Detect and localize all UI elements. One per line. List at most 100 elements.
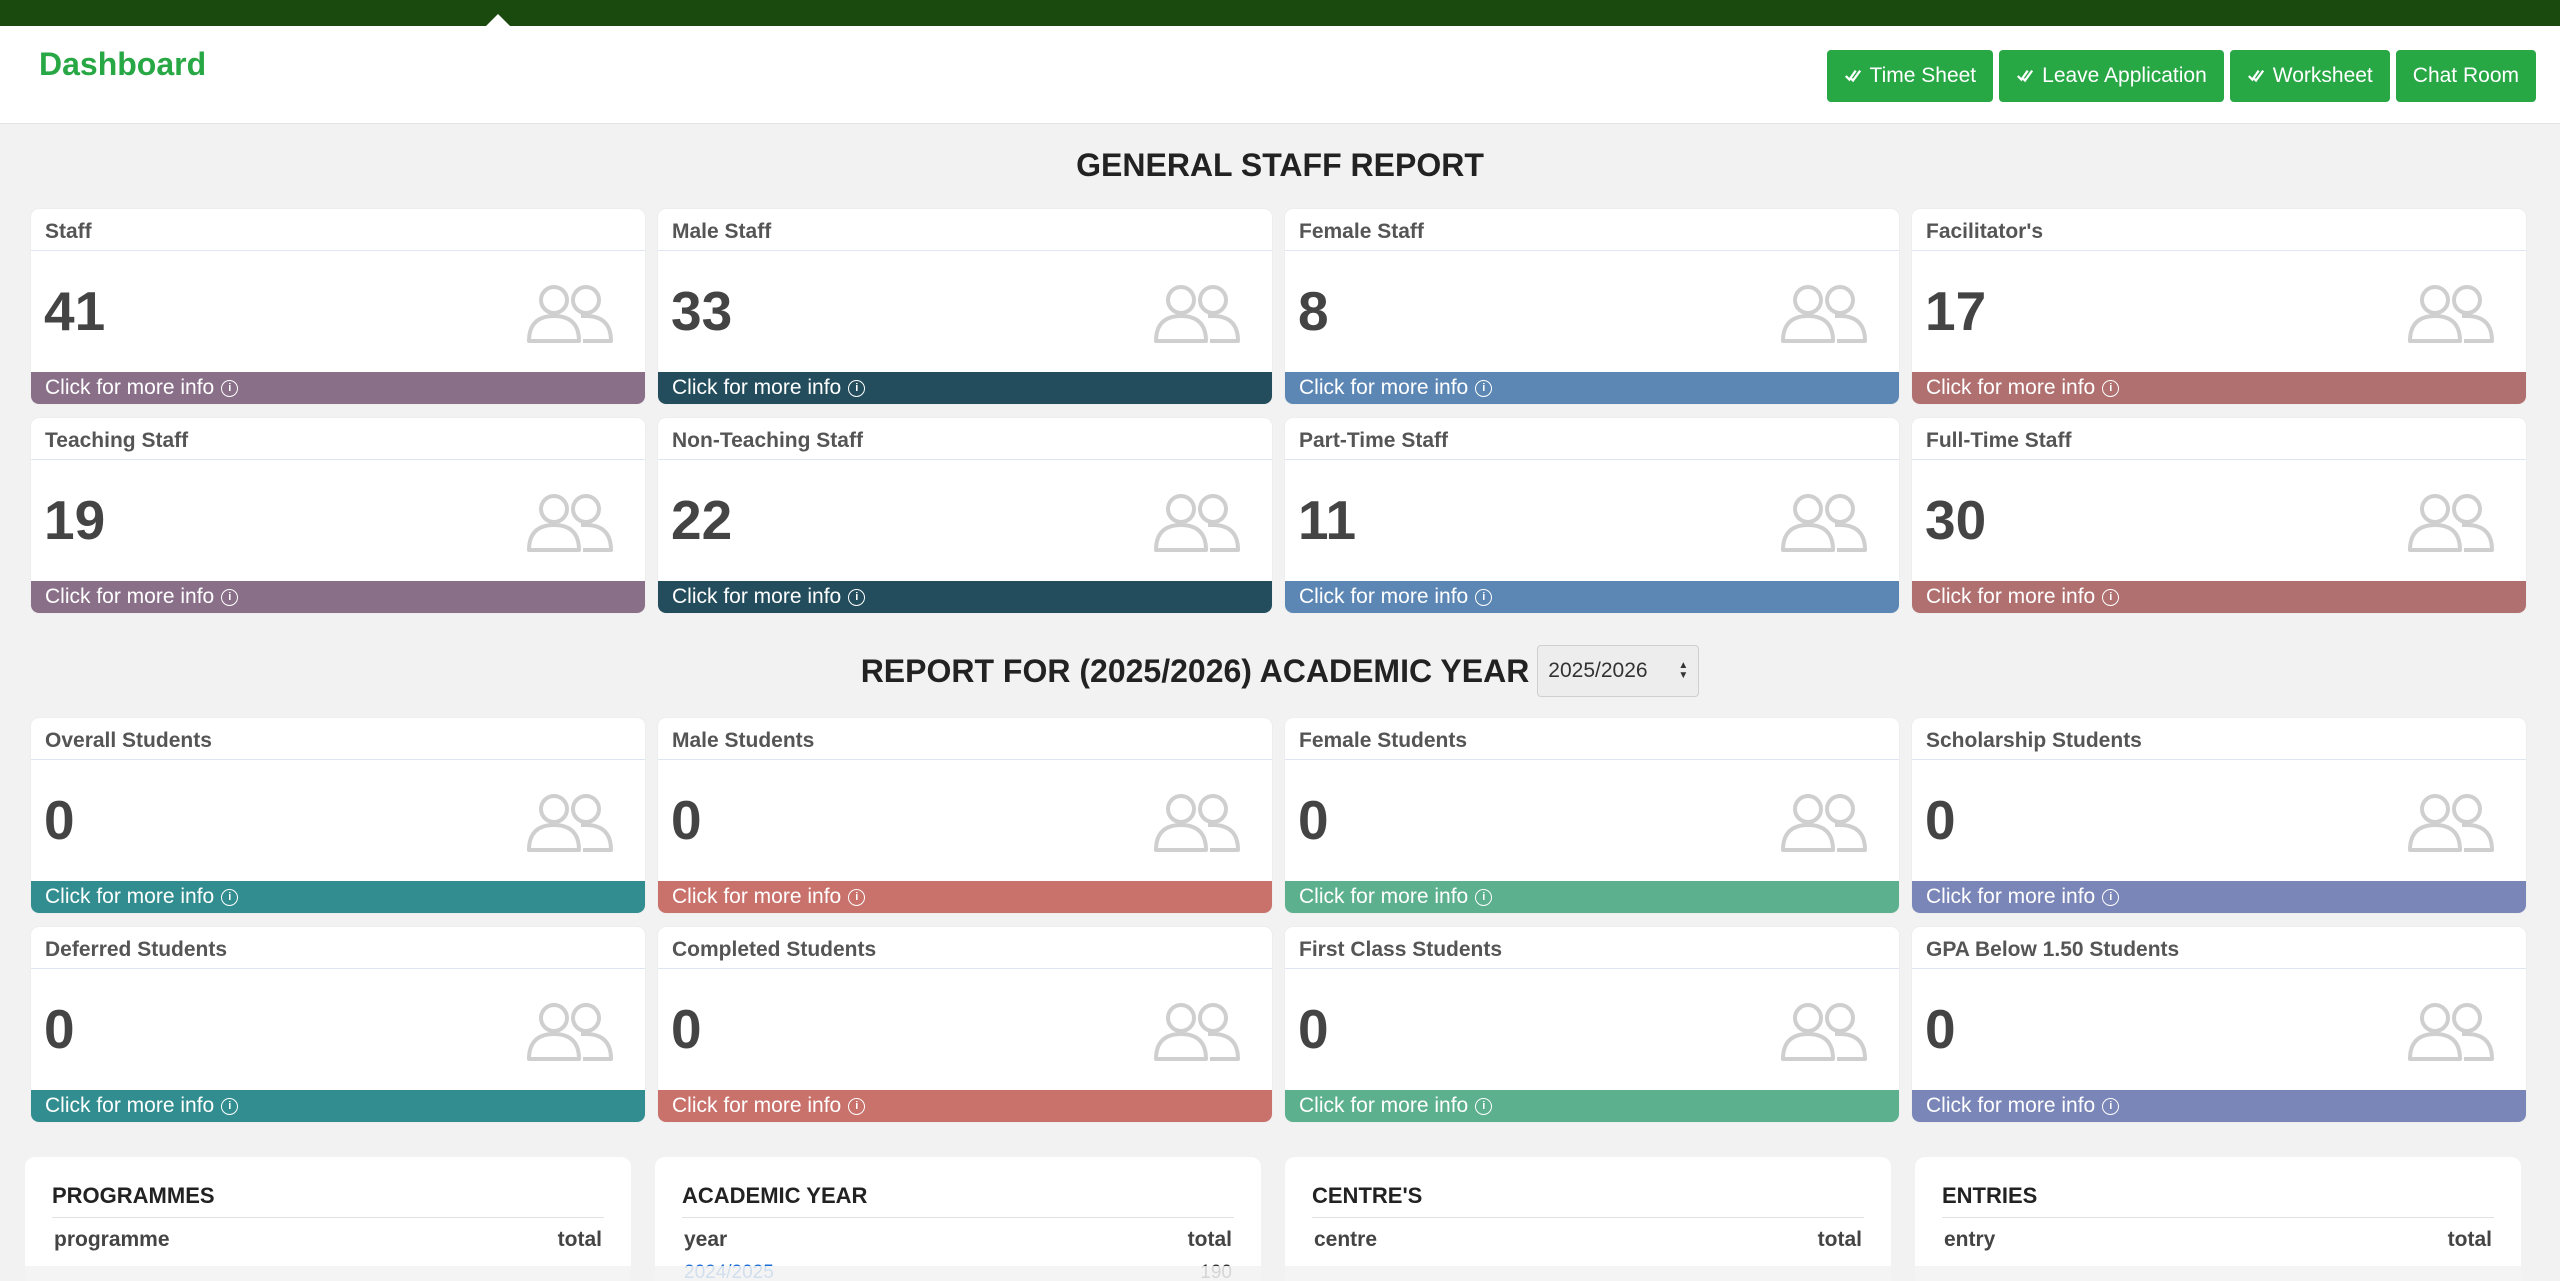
more-info-link[interactable]: Click for more info i <box>1912 1090 2526 1122</box>
card-divider <box>31 250 645 251</box>
more-info-link[interactable]: Click for more info i <box>658 881 1272 913</box>
student-cards: Overall Students 0 Click for more info i Mal… <box>31 718 2528 1122</box>
summary-table-card: ACADEMIC YEARyeartotal2024/2025190 <box>655 1157 1261 1281</box>
staff-card[interactable]: Male Staff 33 Click for more info i <box>658 209 1272 404</box>
more-info-link[interactable]: Click for more info i <box>1285 1090 1899 1122</box>
info-icon: i <box>1475 588 1493 606</box>
users-icon <box>1781 494 1867 552</box>
users-icon <box>1154 494 1240 552</box>
more-info-link[interactable]: Click for more info i <box>658 581 1272 613</box>
summary-tables: PROGRAMMES programme total ACADEMIC YEAR yea… <box>25 1157 2535 1281</box>
users-icon <box>1781 285 1867 343</box>
more-info-label: Click for more info <box>672 376 842 399</box>
student-card[interactable]: Overall Students 0 Click for more info i <box>31 718 645 913</box>
more-info-label: Click for more info <box>1299 885 1469 908</box>
info-icon: i <box>848 588 866 606</box>
more-info-link[interactable]: Click for more info i <box>31 581 645 613</box>
card-divider <box>1285 250 1899 251</box>
more-info-link[interactable]: Click for more info i <box>658 372 1272 404</box>
card-value: 0 <box>1925 998 1956 1060</box>
info-icon: i <box>1475 888 1493 906</box>
student-card[interactable]: Female Students 0 Click for more info i <box>1285 718 1899 913</box>
staff-card[interactable]: Facilitator's 17 Click for more info i <box>1912 209 2526 404</box>
users-icon <box>1154 1003 1240 1061</box>
more-info-link[interactable]: Click for more info i <box>31 881 645 913</box>
staff-card[interactable]: Female Staff 8 Click for more info i <box>1285 209 1899 404</box>
student-card[interactable]: Male Students 0 Click for more info i <box>658 718 1272 913</box>
student-section-title: REPORT FOR (2025/2026) ACADEMIC YEAR <box>860 652 1530 689</box>
more-info-link[interactable]: Click for more info i <box>1285 881 1899 913</box>
card-divider <box>1912 968 2526 969</box>
users-icon <box>527 285 613 343</box>
card-divider <box>31 459 645 460</box>
chat-room-button[interactable]: Chat Room <box>2395 50 2536 102</box>
more-info-link[interactable]: Click for more info i <box>1912 581 2526 613</box>
card-value: 30 <box>1925 489 1987 551</box>
staff-card[interactable]: Part-Time Staff 11 Click for more info i <box>1285 418 1899 613</box>
table-header: year total <box>682 1218 1234 1252</box>
student-card[interactable]: Deferred Students 0 Click for more info i <box>31 927 645 1122</box>
card-value: 17 <box>1925 280 1987 342</box>
card-value: 0 <box>44 789 75 851</box>
card-value: 0 <box>1298 789 1329 851</box>
staff-section-title: GENERAL STAFF REPORT <box>1076 147 1484 183</box>
staff-card[interactable]: Staff 41 Click for more info i <box>31 209 645 404</box>
users-icon <box>2408 794 2494 852</box>
more-info-link[interactable]: Click for more info i <box>31 1090 645 1122</box>
info-icon: i <box>1475 1097 1493 1115</box>
table-title: PROGRAMMES <box>52 1183 604 1218</box>
card-label: Scholarship Students <box>1926 729 2142 752</box>
table-header-col2: total <box>1187 1228 1232 1251</box>
more-info-link[interactable]: Click for more info i <box>658 1090 1272 1122</box>
card-label: Female Staff <box>1299 220 1424 243</box>
table-header: entry total <box>1942 1218 2494 1252</box>
card-value: 19 <box>44 489 106 551</box>
leave-application-button[interactable]: Leave Application <box>1999 50 2224 102</box>
more-info-label: Click for more info <box>672 885 842 908</box>
student-card[interactable]: First Class Students 0 Click for more info… <box>1285 927 1899 1122</box>
academic-year-select[interactable]: 2025/2026 ▲ ▼ <box>1537 645 1700 697</box>
card-label: Non-Teaching Staff <box>672 429 863 452</box>
header-actions: Time Sheet Leave Application Worksheet C… <box>1826 50 2536 102</box>
users-icon <box>2408 285 2494 343</box>
check-icon <box>2247 69 2264 83</box>
student-card[interactable]: Scholarship Students 0 Click for more info… <box>1912 718 2526 913</box>
more-info-link[interactable]: Click for more info i <box>31 372 645 404</box>
more-info-link[interactable]: Click for more info i <box>1285 372 1899 404</box>
card-label: Overall Students <box>45 729 212 752</box>
staff-cards: Staff 41 Click for more info i Male Staff 33 C… <box>31 209 2528 613</box>
more-info-label: Click for more info <box>1926 885 2096 908</box>
card-value: 33 <box>671 280 733 342</box>
table-header-col2: total <box>557 1228 602 1251</box>
info-icon: i <box>2102 888 2120 906</box>
card-divider <box>1285 459 1899 460</box>
summary-table-card: PROGRAMMES programme total <box>25 1157 631 1281</box>
info-icon: i <box>848 888 866 906</box>
bottom-fade <box>0 1266 2560 1281</box>
more-info-link[interactable]: Click for more info i <box>1912 372 2526 404</box>
student-card[interactable]: GPA Below 1.50 Students 0 Click for more i… <box>1912 927 2526 1122</box>
worksheet-button[interactable]: Worksheet <box>2229 50 2390 102</box>
staff-card[interactable]: Teaching Staff 19 Click for more info i <box>31 418 645 613</box>
table-title: ACADEMIC YEAR <box>682 1183 1234 1218</box>
card-divider <box>31 968 645 969</box>
card-value: 0 <box>44 998 75 1060</box>
table-header: centre total <box>1312 1218 1864 1252</box>
staff-card[interactable]: Full-Time Staff 30 Click for more info i <box>1912 418 2526 613</box>
summary-table-card: ENTRIES entry total <box>1915 1157 2521 1281</box>
time-sheet-button[interactable]: Time Sheet <box>1826 50 1994 102</box>
more-info-label: Click for more info <box>672 1094 842 1117</box>
more-info-link[interactable]: Click for more info i <box>1285 581 1899 613</box>
page-title: Dashboard <box>39 46 207 82</box>
more-info-link[interactable]: Click for more info i <box>1912 881 2526 913</box>
card-value: 11 <box>1298 489 1357 551</box>
more-info-label: Click for more info <box>1926 1094 2096 1117</box>
card-label: Deferred Students <box>45 938 228 961</box>
users-icon <box>527 794 613 852</box>
chat-room-label: Chat Room <box>2412 64 2519 87</box>
info-icon: i <box>221 888 239 906</box>
card-label: Teaching Staff <box>45 429 189 452</box>
staff-card[interactable]: Non-Teaching Staff 22 Click for more info i <box>658 418 1272 613</box>
student-card[interactable]: Completed Students 0 Click for more info i <box>658 927 1272 1122</box>
users-icon <box>2408 494 2494 552</box>
